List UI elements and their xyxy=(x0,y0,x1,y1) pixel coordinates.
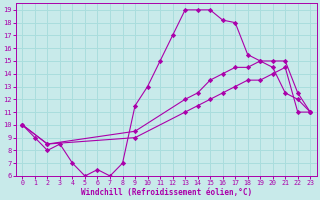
X-axis label: Windchill (Refroidissement éolien,°C): Windchill (Refroidissement éolien,°C) xyxy=(81,188,252,197)
